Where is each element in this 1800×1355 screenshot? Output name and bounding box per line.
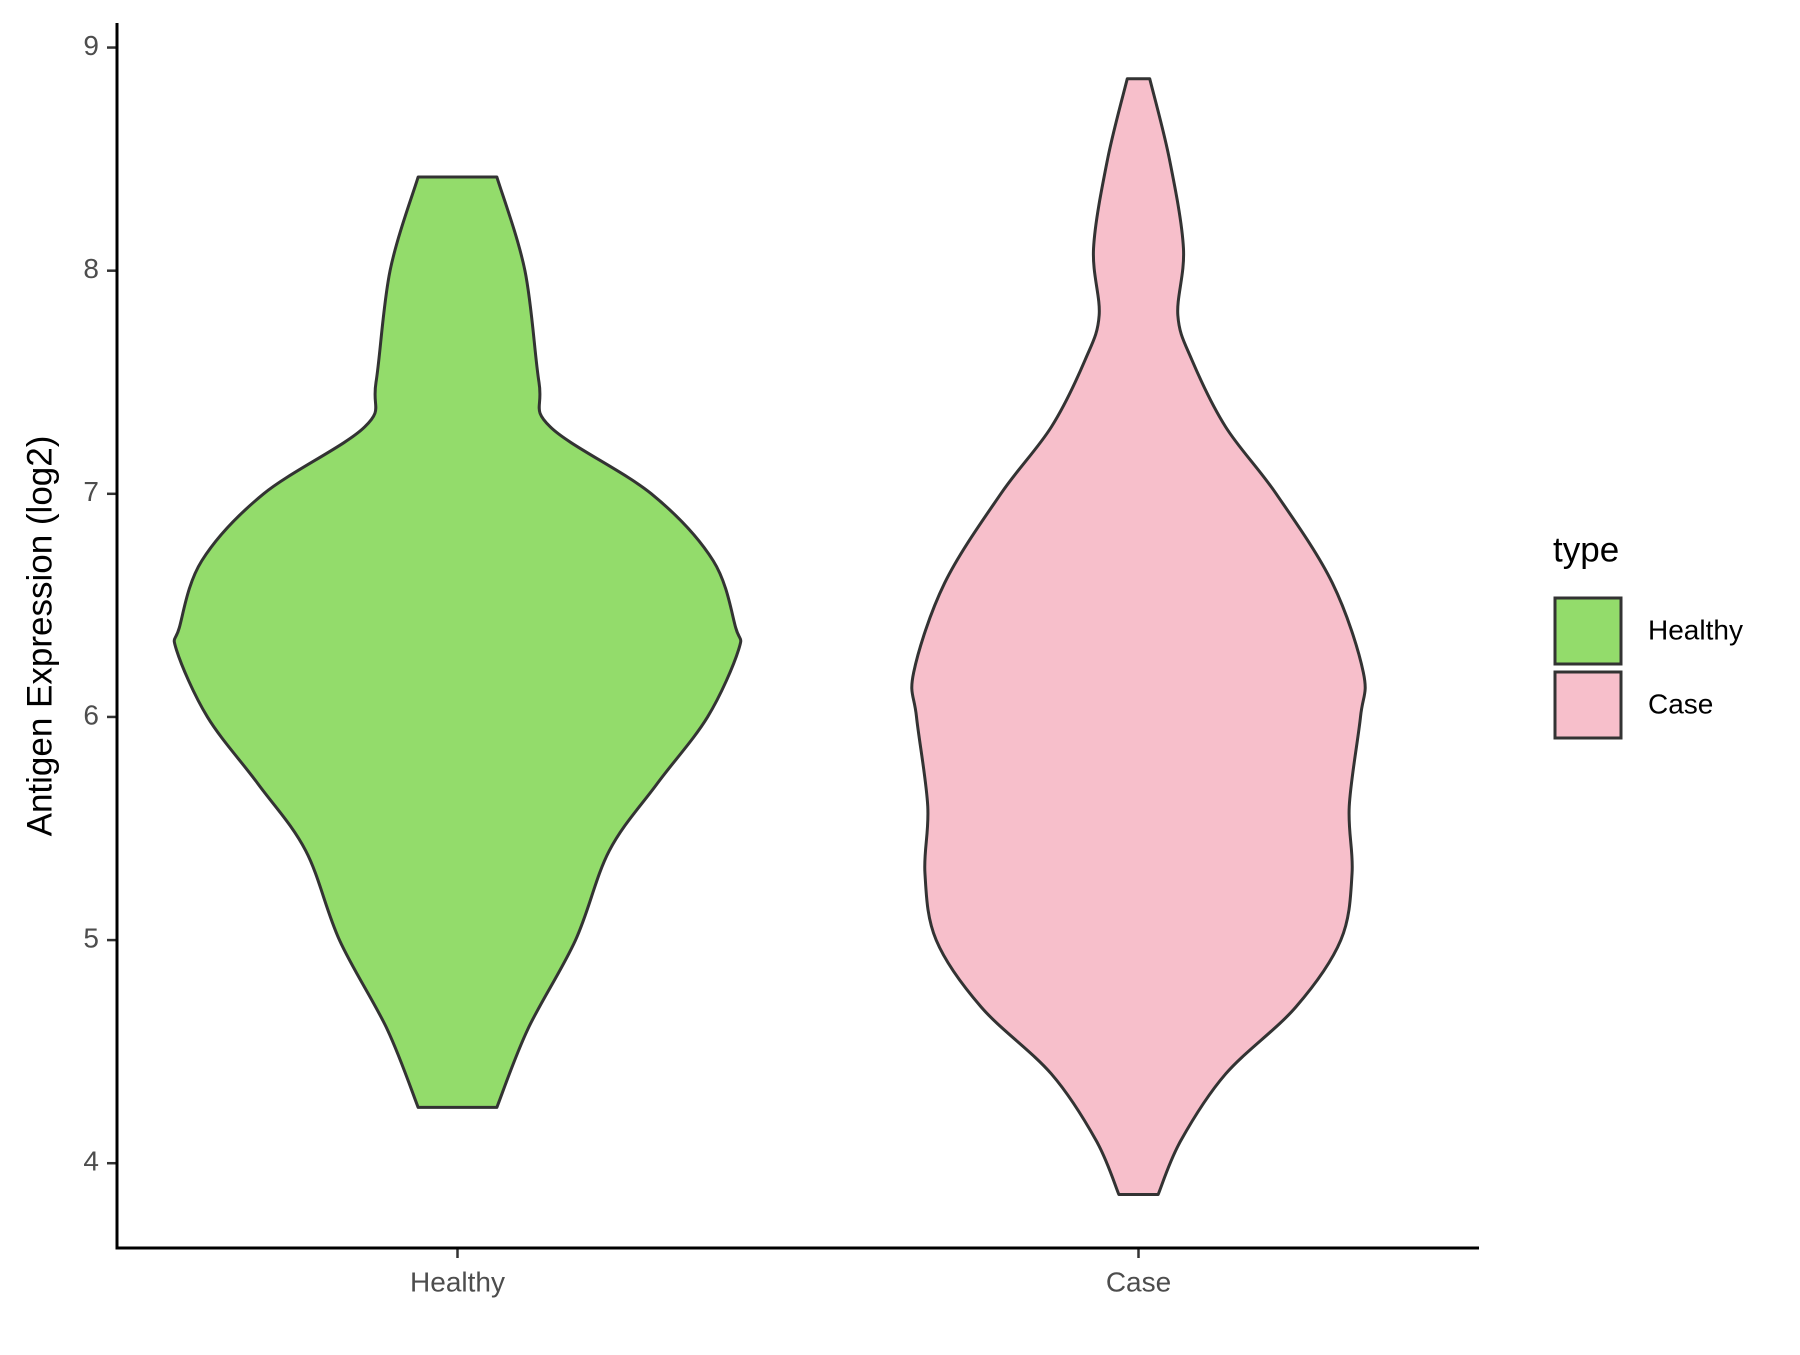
legend-title: type	[1553, 530, 1619, 569]
y-tick-label: 8	[83, 253, 99, 284]
x-tick-label: Case	[1106, 1266, 1171, 1297]
x-tick-label: Healthy	[410, 1266, 505, 1297]
legend-key	[1553, 670, 1623, 740]
violin	[172, 175, 743, 1109]
y-tick-label: 6	[83, 699, 99, 730]
y-tick-label: 7	[83, 476, 99, 507]
y-axis-title: Antigen Expression (log2)	[20, 436, 59, 837]
violin	[910, 77, 1367, 1196]
legend-label: Case	[1648, 688, 1713, 719]
y-tick-label: 9	[83, 30, 99, 61]
y-tick-label: 5	[83, 922, 99, 953]
y-tick-label: 4	[83, 1146, 99, 1177]
legend-label: Healthy	[1648, 614, 1743, 645]
legend-key	[1553, 596, 1623, 666]
